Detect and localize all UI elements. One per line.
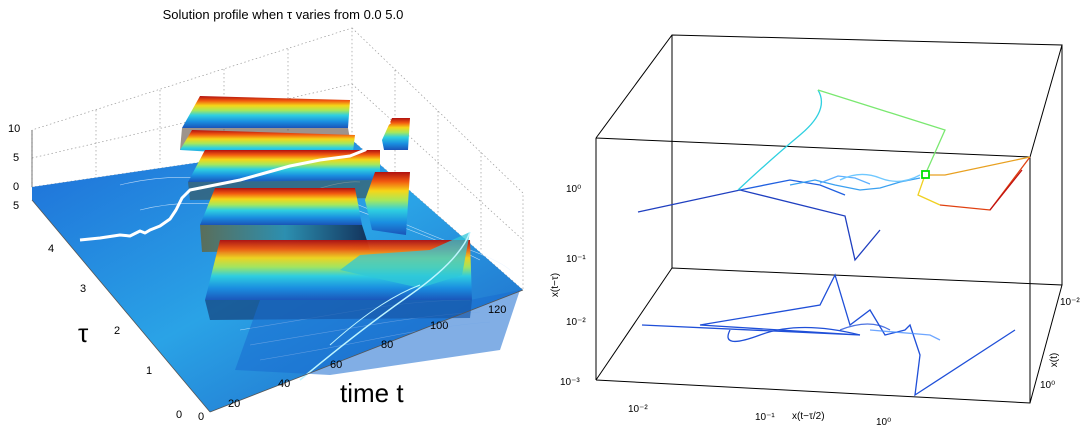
tau-axis: 5 4 3 2 1 0 τ — [13, 200, 182, 421]
z-tick: 10⁰ — [566, 184, 581, 195]
z-tick: 5 — [13, 152, 19, 164]
xt-tau-axis: 10⁻³ 10⁻² 10⁻¹ 10⁰ x(t−τ) — [550, 184, 586, 388]
time-axis: 0 20 40 60 80 100 120 time t — [198, 304, 506, 423]
z-tick: 10 — [8, 123, 20, 135]
x-tick: 10⁻² — [628, 404, 648, 415]
y-tick: 10⁰ — [1040, 380, 1055, 391]
x-tick: 10⁻¹ — [755, 412, 775, 423]
z-tick: 10⁻³ — [560, 377, 580, 388]
z-tick: 10⁻² — [566, 317, 586, 328]
trajectory-chart: 10⁻³ 10⁻² 10⁻¹ 10⁰ x(t−τ) 10⁻² 10⁻¹ 10⁰ … — [550, 34, 1080, 427]
tau-tick: 5 — [13, 200, 19, 212]
time-tick: 0 — [198, 411, 204, 423]
current-state-marker — [921, 170, 930, 179]
time-tick: 120 — [488, 304, 506, 316]
time-tick: 60 — [330, 359, 342, 371]
z-tick: 0 — [13, 181, 19, 193]
time-tick: 100 — [430, 320, 448, 332]
xt-half-tau-axis: 10⁻² 10⁻¹ 10⁰ x(t−τ/2) — [628, 404, 891, 427]
z-tick: 10⁻¹ — [566, 254, 586, 265]
xt-axis: 10⁰ 10⁻² x(t) — [1040, 297, 1080, 391]
x-axis-label: x(t−τ/2) — [792, 411, 825, 422]
axes-box-edges — [31, 130, 524, 413]
tau-tick: 0 — [176, 409, 182, 421]
y-tick: 10⁻² — [1060, 297, 1080, 308]
axes-box — [595, 34, 1063, 404]
x-tick: 10⁰ — [876, 417, 891, 427]
time-tick: 80 — [381, 339, 393, 351]
floor-projection — [641, 273, 1016, 397]
tau-axis-label: τ — [78, 318, 89, 348]
time-tick: 40 — [278, 378, 290, 390]
tau-tick: 2 — [114, 325, 120, 337]
surface-chart: Solution profile when τ varies from 0.0 … — [8, 7, 524, 423]
y-axis-label: x(t) — [1049, 353, 1060, 367]
trajectory-curve — [637, 89, 1031, 262]
time-axis-label: time t — [340, 378, 404, 408]
z-axis: 10 5 0 — [8, 123, 20, 193]
chart-title: Solution profile when τ varies from 0.0 … — [163, 7, 404, 22]
surface-highlight-curve — [79, 120, 391, 242]
time-tick: 20 — [228, 398, 240, 410]
surface-ridges — [180, 96, 520, 381]
z-axis-label: x(t−τ) — [550, 273, 561, 297]
tau-tick: 3 — [80, 283, 86, 295]
tau-tick: 4 — [48, 243, 54, 255]
tau-tick: 1 — [146, 365, 152, 377]
